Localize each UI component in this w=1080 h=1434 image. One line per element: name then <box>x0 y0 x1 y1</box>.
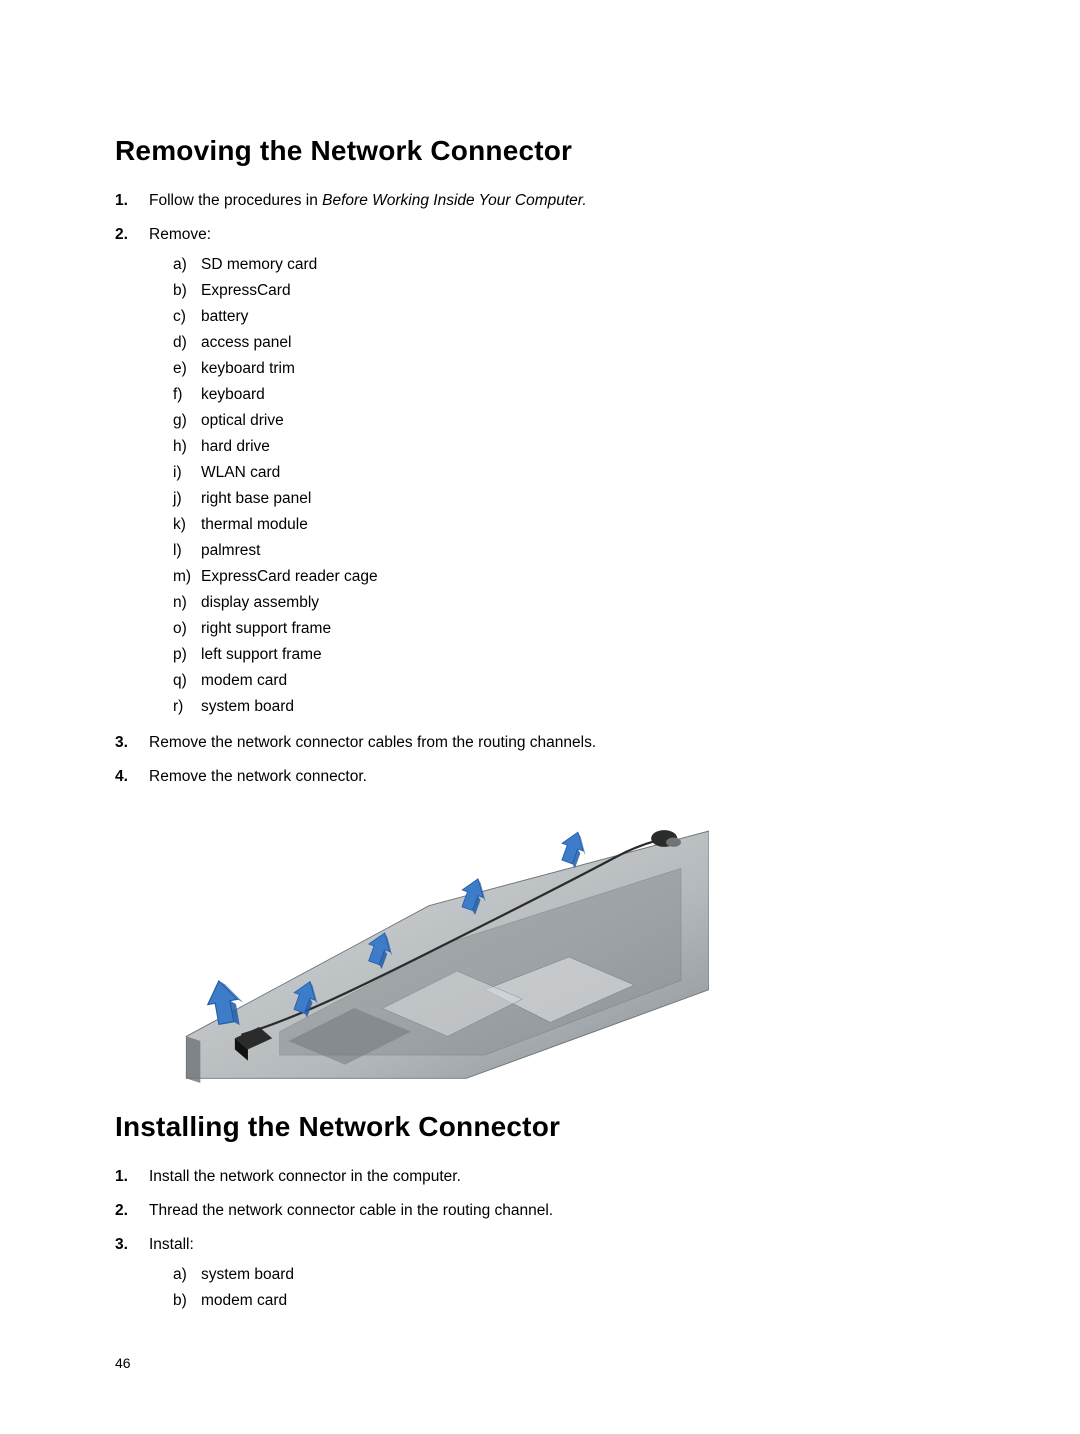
sub-text: ExpressCard reader cage <box>201 565 965 589</box>
sub-text: system board <box>201 1263 965 1287</box>
install-step-2: 2. Thread the network connector cable in… <box>115 1199 965 1223</box>
step-prefix: Follow the procedures in <box>149 192 322 209</box>
heading-installing: Installing the Network Connector <box>115 1111 965 1143</box>
step-text: Install: a)system boardb)modem card <box>149 1233 965 1315</box>
sub-label: m) <box>173 565 201 589</box>
sub-item: p)left support frame <box>173 643 965 667</box>
sub-label: p) <box>173 643 201 667</box>
sub-item: f)keyboard <box>173 383 965 407</box>
step-num: 4. <box>115 765 149 789</box>
sub-item: q)modem card <box>173 669 965 693</box>
sub-item: e)keyboard trim <box>173 357 965 381</box>
sub-text: ExpressCard <box>201 279 965 303</box>
laptop-base-illustration <box>149 803 709 1083</box>
step-2: 2. Remove: a)SD memory cardb)ExpressCard… <box>115 223 965 721</box>
step-1: 1. Follow the procedures in Before Worki… <box>115 189 965 213</box>
sub-label: a) <box>173 1263 201 1287</box>
sub-item: i)WLAN card <box>173 461 965 485</box>
step-num: 3. <box>115 731 149 755</box>
sub-label: o) <box>173 617 201 641</box>
step-text: Install the network connector in the com… <box>149 1165 965 1189</box>
sub-label: g) <box>173 409 201 433</box>
sub-item: a)SD memory card <box>173 253 965 277</box>
step-text: Remove the network connector. <box>149 765 965 789</box>
step-num: 2. <box>115 1199 149 1223</box>
sublist-remove: a)SD memory cardb)ExpressCardc)batteryd)… <box>149 253 965 719</box>
sub-item: j)right base panel <box>173 487 965 511</box>
sub-item: o)right support frame <box>173 617 965 641</box>
sub-text: keyboard trim <box>201 357 965 381</box>
step-text: Remove: a)SD memory cardb)ExpressCardc)b… <box>149 223 965 721</box>
sub-text: right support frame <box>201 617 965 641</box>
sub-text: access panel <box>201 331 965 355</box>
step-num: 1. <box>115 189 149 213</box>
step-label: Remove: <box>149 226 211 243</box>
sub-label: b) <box>173 1289 201 1313</box>
sub-item: b)ExpressCard <box>173 279 965 303</box>
sub-text: palmrest <box>201 539 965 563</box>
sub-label: r) <box>173 695 201 719</box>
step-italic: Before Working Inside Your Computer. <box>322 192 587 209</box>
sub-text: thermal module <box>201 513 965 537</box>
sub-label: a) <box>173 253 201 277</box>
sub-text: SD memory card <box>201 253 965 277</box>
step-num: 3. <box>115 1233 149 1315</box>
sub-label: c) <box>173 305 201 329</box>
step-label: Install: <box>149 1236 194 1253</box>
sub-label: h) <box>173 435 201 459</box>
sub-item: d)access panel <box>173 331 965 355</box>
sub-label: f) <box>173 383 201 407</box>
install-step-1: 1. Install the network connector in the … <box>115 1165 965 1189</box>
step-text: Follow the procedures in Before Working … <box>149 189 965 213</box>
sub-label: b) <box>173 279 201 303</box>
steps-removing: 1. Follow the procedures in Before Worki… <box>115 189 965 789</box>
sub-item: b)modem card <box>173 1289 965 1313</box>
sub-text: modem card <box>201 1289 965 1313</box>
sub-item: g)optical drive <box>173 409 965 433</box>
page-number: 46 <box>115 1355 965 1371</box>
page: Removing the Network Connector 1. Follow… <box>0 0 1080 1431</box>
figure-network-connector <box>115 803 965 1083</box>
sub-label: j) <box>173 487 201 511</box>
sub-text: system board <box>201 695 965 719</box>
sub-text: WLAN card <box>201 461 965 485</box>
sub-item: m)ExpressCard reader cage <box>173 565 965 589</box>
step-num: 2. <box>115 223 149 721</box>
sub-text: display assembly <box>201 591 965 615</box>
step-text: Remove the network connector cables from… <box>149 731 965 755</box>
sub-label: k) <box>173 513 201 537</box>
sub-label: n) <box>173 591 201 615</box>
sub-label: q) <box>173 669 201 693</box>
sub-label: d) <box>173 331 201 355</box>
sub-item: l)palmrest <box>173 539 965 563</box>
sub-label: l) <box>173 539 201 563</box>
sub-label: i) <box>173 461 201 485</box>
step-4: 4. Remove the network connector. <box>115 765 965 789</box>
step-text: Thread the network connector cable in th… <box>149 1199 965 1223</box>
sub-label: e) <box>173 357 201 381</box>
step-3: 3. Remove the network connector cables f… <box>115 731 965 755</box>
sublist-install: a)system boardb)modem card <box>149 1263 965 1313</box>
install-step-3: 3. Install: a)system boardb)modem card <box>115 1233 965 1315</box>
sub-text: optical drive <box>201 409 965 433</box>
sub-text: battery <box>201 305 965 329</box>
sub-item: r)system board <box>173 695 965 719</box>
heading-removing: Removing the Network Connector <box>115 135 965 167</box>
sub-text: left support frame <box>201 643 965 667</box>
sub-item: a)system board <box>173 1263 965 1287</box>
sub-item: c)battery <box>173 305 965 329</box>
step-num: 1. <box>115 1165 149 1189</box>
sub-text: keyboard <box>201 383 965 407</box>
sub-item: k)thermal module <box>173 513 965 537</box>
steps-installing: 1. Install the network connector in the … <box>115 1165 965 1315</box>
sub-text: modem card <box>201 669 965 693</box>
sub-text: hard drive <box>201 435 965 459</box>
sub-item: h)hard drive <box>173 435 965 459</box>
sub-text: right base panel <box>201 487 965 511</box>
sub-item: n)display assembly <box>173 591 965 615</box>
